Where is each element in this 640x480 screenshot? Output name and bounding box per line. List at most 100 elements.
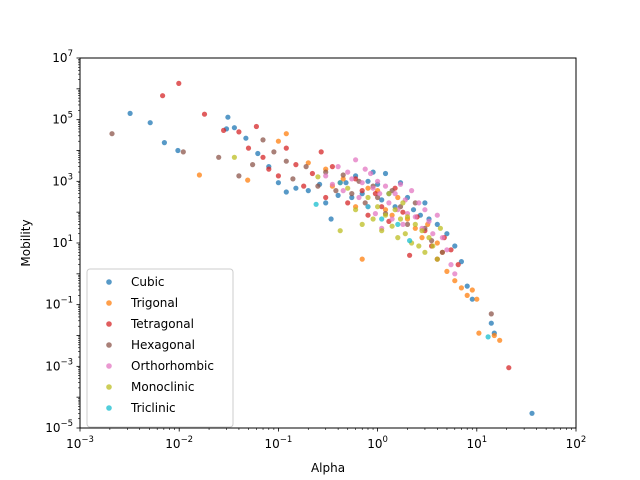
data-point [236,129,242,135]
data-point [419,228,425,234]
data-point [328,216,334,222]
data-point [260,154,266,160]
data-point [375,178,381,184]
data-point [400,200,406,206]
legend-label: Trigonal [130,296,178,310]
data-point [409,188,415,194]
data-point [245,145,252,151]
data-point [395,235,401,241]
legend-label: Tetragonal [130,317,194,331]
tick-label: 107 [52,49,73,65]
legend-marker [106,405,112,411]
tick-label: 10−1 [264,435,292,451]
data-point [389,216,395,222]
data-point [464,283,470,289]
data-point [497,337,503,343]
data-point [382,170,389,177]
data-point [372,211,378,217]
data-point [434,221,440,227]
data-point [309,170,315,177]
data-point [147,120,153,126]
legend-marker [106,342,112,348]
data-point [293,185,299,191]
data-point [382,207,389,213]
tick-label: 10−2 [165,435,193,451]
data-point [444,247,450,253]
data-point [290,176,296,182]
data-point [386,200,392,206]
data-point [412,214,418,220]
data-point [236,173,242,179]
series-triclinic [313,180,491,340]
x-axis: 10−3 10−2 10−1 100 101 102 [66,428,586,451]
data-point [379,204,385,210]
data-point [196,172,202,178]
data-point [283,145,289,151]
data-point [439,235,445,241]
data-point [301,183,307,189]
data-point [231,154,237,160]
data-point [430,231,436,237]
data-point [365,178,371,184]
data-point [375,194,381,201]
data-point [337,228,343,234]
data-point [333,188,339,194]
data-point [397,181,404,187]
tick-label: 10−3 [45,357,73,373]
data-point [469,296,475,302]
data-point [329,164,335,170]
data-point [372,191,378,197]
tick-label: 10−3 [66,435,94,451]
data-point [379,228,385,234]
data-point [359,180,365,186]
data-point [231,125,237,131]
data-point [395,194,401,201]
tick-label: 101 [466,435,487,451]
data-point [439,249,445,255]
data-point [365,194,371,201]
data-point [305,160,311,166]
data-point [365,185,371,191]
tick-label: 10−1 [45,296,73,312]
data-point [485,334,491,340]
data-point [353,207,359,213]
data-point [434,212,440,218]
legend-box [86,268,234,428]
data-point [323,173,329,179]
data-point [437,225,443,231]
data-point [365,212,371,218]
data-point [404,221,411,227]
data-point [323,200,329,206]
tick-label: 101 [52,234,73,250]
data-point [305,188,311,194]
data-point [127,110,133,116]
data-point [395,221,401,227]
data-point [349,176,355,182]
x-axis-label: Alpha [311,461,345,475]
data-point [419,235,425,241]
legend-marker [106,300,112,306]
data-point [283,189,289,195]
data-point [345,169,351,175]
data-point [400,221,406,227]
data-point [365,204,371,210]
data-point [464,292,470,298]
legend: Cubic Trigonal Tetragonal Hexagonal Orthorho… [86,268,234,428]
data-point [491,332,497,339]
data-point [444,231,450,237]
data-point [422,200,428,206]
data-point [315,183,321,189]
legend-marker [106,321,112,327]
data-point [313,201,319,207]
data-point [529,410,535,416]
legend-label: Cubic [131,275,165,289]
data-point [345,185,351,191]
data-point [416,200,422,206]
data-point [283,131,289,137]
y-axis: 10−5 10−3 10−1 101 103 105 107 [45,49,80,435]
data-point [260,137,266,143]
data-point [201,111,208,117]
data-point [444,268,450,274]
data-point [359,256,365,262]
